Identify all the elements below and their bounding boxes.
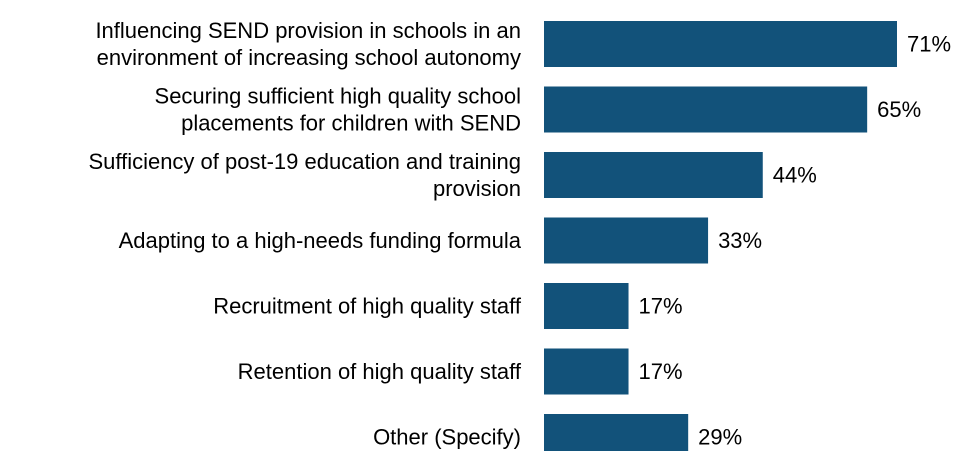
bar-4 [544,283,629,329]
category-label-2-line-1: provision [433,176,521,201]
category-label-0-line-0: Influencing SEND provision in schools in… [95,18,521,43]
bar-6 [544,414,689,456]
value-label-1: 65% [877,97,921,122]
value-label-5: 17% [639,359,683,384]
bar-1 [544,86,868,133]
category-label-5: Retention of high quality staff [238,359,522,384]
value-label-4: 17% [639,294,683,319]
category-label-4: Recruitment of high quality staff [213,294,522,319]
bar-3 [544,217,709,264]
bar-0 [544,21,897,67]
value-label-6: 29% [698,425,742,450]
category-label-3: Adapting to a high-needs funding formula [119,228,522,253]
category-label-1-line-0: Securing sufficient high quality school [155,84,521,109]
bar-5 [544,348,629,395]
bar-2 [544,152,763,198]
value-label-0: 71% [907,32,951,57]
category-label-1-line-1: placements for children with SEND [181,111,521,136]
value-label-3: 33% [718,228,762,253]
category-label-6: Other (Specify) [373,425,521,450]
category-label-2-line-0: Sufficiency of post-19 education and tra… [88,149,521,174]
value-label-2: 44% [773,163,817,188]
category-label-0-line-1: environment of increasing school autonom… [97,45,521,70]
